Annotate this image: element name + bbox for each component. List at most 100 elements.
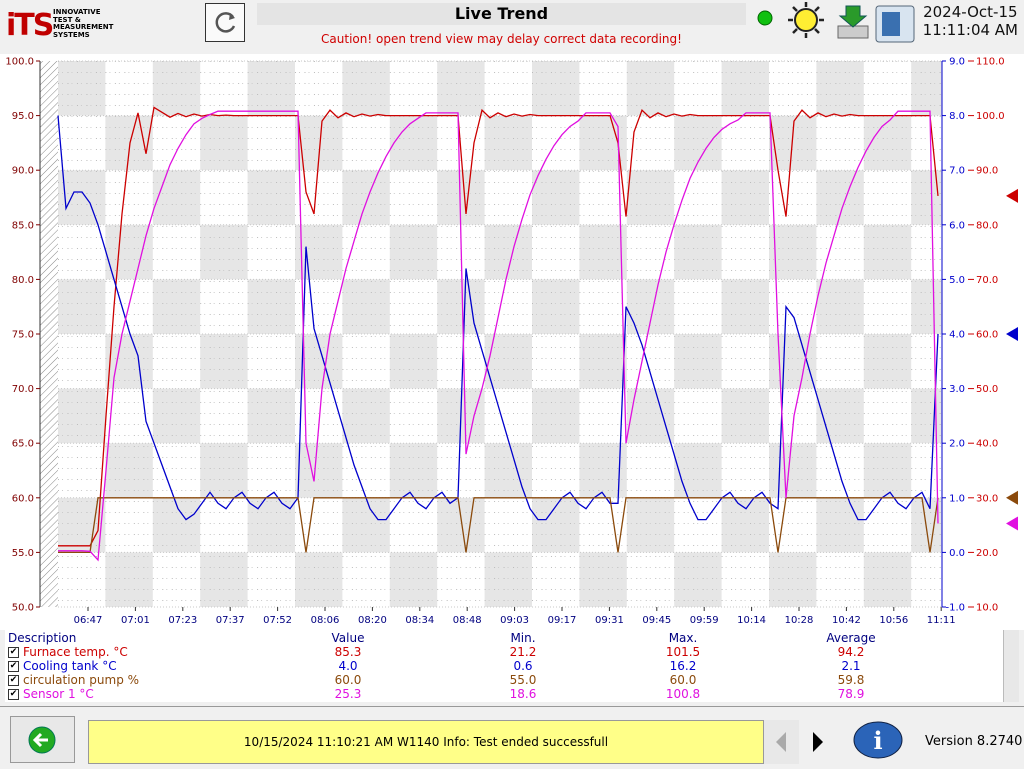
table-row: ✔ circulation pump % 60.0 55.0 60.0 59.8 <box>5 673 1003 687</box>
current-value-marker <box>1006 490 1018 505</box>
status-icons <box>757 2 915 43</box>
cell: 21.2 <box>509 645 537 659</box>
y2-tick-label: 9.0 <box>949 57 965 68</box>
scrollbar[interactable] <box>1003 630 1019 702</box>
company-line: MEASUREMENT <box>53 23 114 31</box>
values-table: Description Value Min. Max. Average ✔ Furnace … <box>5 630 1003 702</box>
y-tick-label: 55.0 <box>12 548 34 559</box>
company-name: INNOVATIVE TEST & MEASUREMENT SYSTEMS <box>53 8 114 39</box>
column-header: Min. <box>510 631 536 645</box>
hatched-strip <box>40 61 58 607</box>
y-tick-label: 65.0 <box>12 439 34 450</box>
x-tick-label: 09:17 <box>548 615 577 626</box>
x-tick-label: 11:11 <box>927 615 956 626</box>
checkbox[interactable]: ✔ <box>8 661 19 672</box>
checkbox[interactable]: ✔ <box>8 675 19 686</box>
download-icon[interactable] <box>837 5 869 39</box>
y2-tick-label: 7.0 <box>949 166 965 177</box>
column-header: Max. <box>668 631 698 645</box>
x-tick-label: 08:48 <box>453 615 482 626</box>
x-tick-label: 08:20 <box>358 615 387 626</box>
page-title: Live Trend <box>257 3 746 25</box>
current-value-marker <box>1006 516 1018 531</box>
y-tick-label: 80.0 <box>12 275 34 286</box>
x-tick-label: 10:28 <box>785 615 814 626</box>
cell: 85.3 <box>334 645 362 659</box>
y2-tick-label: 3.0 <box>949 384 965 395</box>
checkbox[interactable]: ✔ <box>8 689 19 700</box>
x-tick-label: 10:42 <box>832 615 861 626</box>
y-tick-label: 60.0 <box>12 493 34 504</box>
date-time: 2024-Oct-15 11:11:04 AM <box>923 3 1018 39</box>
column-header: Average <box>826 631 876 645</box>
y2-tick-label: 2.0 <box>949 439 965 450</box>
table-row: ✔ Furnace temp. °C 85.3 21.2 101.5 94.2 <box>5 645 1003 659</box>
x-tick-label: 09:31 <box>595 615 624 626</box>
column-header: Description <box>8 631 77 645</box>
cell: 18.6 <box>509 687 537 701</box>
device-icon[interactable] <box>875 5 915 43</box>
cell: 94.2 <box>837 645 865 659</box>
y-tick-label: 90.0 <box>12 166 34 177</box>
y3-tick-label: 60.0 <box>976 330 998 341</box>
y3-tick-label: 50.0 <box>976 384 998 395</box>
y3-tick-label: 10.0 <box>976 603 998 614</box>
company-line: TEST & <box>53 15 81 24</box>
current-value-marker <box>1006 188 1018 203</box>
y-tick-label: 95.0 <box>12 111 34 122</box>
y2-tick-label: 8.0 <box>949 111 965 122</box>
y-tick-label: 70.0 <box>12 384 34 395</box>
series-name: Furnace temp. °C <box>23 645 128 659</box>
x-tick-label: 07:23 <box>168 615 197 626</box>
back-button[interactable] <box>10 716 76 764</box>
y2-tick-label: 6.0 <box>949 220 965 231</box>
cell: 59.8 <box>837 673 865 687</box>
cell: 60.0 <box>334 673 362 687</box>
column-header: Value <box>331 631 365 645</box>
cell: 100.8 <box>665 687 701 701</box>
company-line: SYSTEMS <box>53 30 90 39</box>
x-tick-label: 09:59 <box>690 615 719 626</box>
series-line <box>58 106 939 547</box>
info-button[interactable]: i <box>850 718 906 766</box>
x-tick-label: 09:03 <box>500 615 529 626</box>
y3-tick-label: 20.0 <box>976 548 998 559</box>
y3-tick-label: 110.0 <box>976 57 1005 68</box>
cell: 60.0 <box>669 673 697 687</box>
time: 11:11:04 AM <box>922 21 1018 39</box>
y2-tick-label: -1.0 <box>945 603 965 614</box>
y-tick-label: 85.0 <box>12 220 34 231</box>
series-name: Cooling tank °C <box>23 659 117 673</box>
current-value-marker <box>1006 327 1018 341</box>
lamp-icon[interactable] <box>788 2 824 38</box>
refresh-button[interactable] <box>205 3 245 42</box>
cell: 101.5 <box>665 645 701 659</box>
x-tick-label: 07:37 <box>216 615 245 626</box>
y3-tick-label: 90.0 <box>976 166 998 177</box>
logo: iTS <box>6 8 54 43</box>
table-row: ✔ Sensor 1 °C 25.3 18.6 100.8 78.9 <box>5 687 1003 701</box>
trend-chart: 50.0 55.0 60.0 65.0 70.0 75.0 80.0 85.0 90.0 95.0… <box>0 54 1024 630</box>
x-tick-label: 10:56 <box>879 615 908 626</box>
status-led <box>757 10 773 26</box>
y2-tick-label: 5.0 <box>949 275 965 286</box>
y-tick-label: 100.0 <box>5 57 34 68</box>
series-line <box>58 110 939 562</box>
y2-tick-label: 4.0 <box>949 330 965 341</box>
cell: 2.1 <box>841 659 861 673</box>
y3-tick-label: 100.0 <box>976 111 1005 122</box>
cell: 78.9 <box>837 687 865 701</box>
series-line <box>58 497 939 554</box>
x-tick-label: 07:01 <box>121 615 150 626</box>
message-nav <box>764 720 835 764</box>
y3-tick-label: 30.0 <box>976 493 998 504</box>
caution-text: Caution! open trend view may delay corre… <box>321 32 682 46</box>
header-row: Description Value Min. Max. Average <box>5 631 1003 645</box>
cell: 0.6 <box>513 659 533 673</box>
x-tick-label: 10:14 <box>737 615 766 626</box>
checkbox[interactable]: ✔ <box>8 647 19 658</box>
series-line <box>57 115 939 521</box>
y2-tick-label: 1.0 <box>949 493 965 504</box>
y3-tick-label: 40.0 <box>976 439 998 450</box>
version: Version 8.2740 <box>925 734 1023 749</box>
